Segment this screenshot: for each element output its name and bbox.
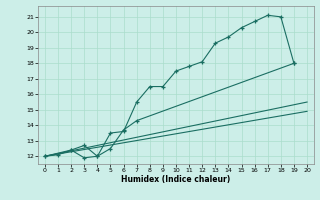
X-axis label: Humidex (Indice chaleur): Humidex (Indice chaleur) [121,175,231,184]
